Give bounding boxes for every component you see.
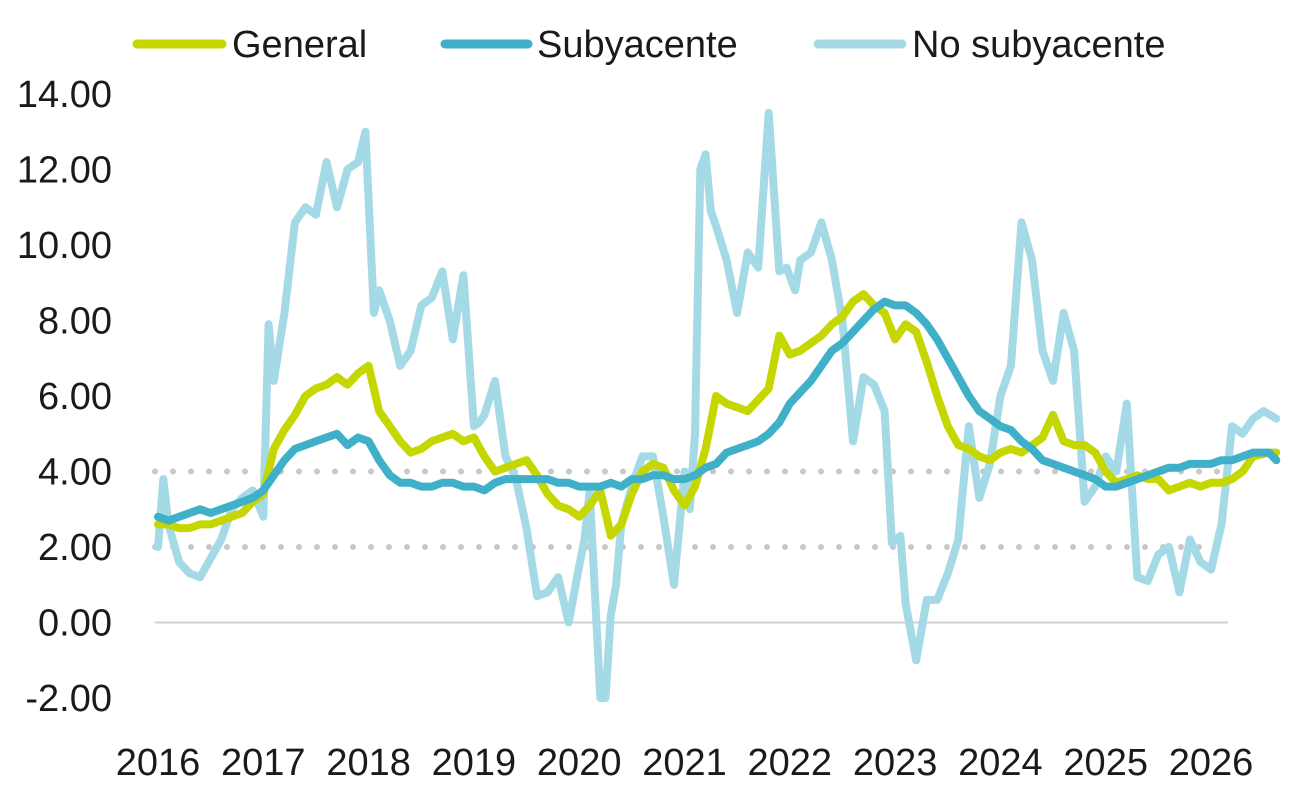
x-tick-label: 2018 bbox=[326, 742, 411, 784]
legend-label-general: General bbox=[232, 24, 367, 66]
y-tick-label: 6.00 bbox=[38, 376, 112, 418]
x-tick-label: 2021 bbox=[642, 742, 727, 784]
series-line-general bbox=[154, 290, 1281, 540]
y-tick-label: 4.00 bbox=[38, 452, 112, 494]
y-tick-label: 14.00 bbox=[17, 74, 112, 116]
x-tick-label: 2020 bbox=[537, 742, 622, 784]
x-axis-tick-labels: 2016 2017 2018 2019 2020 2021 2022 2023 2024 2025… bbox=[116, 742, 1254, 784]
x-tick-label: 2026 bbox=[1169, 742, 1254, 784]
y-tick-label: -2.00 bbox=[25, 678, 112, 720]
y-axis-tick-labels: 14.00 12.00 10.00 8.00 6.00 4.00 2.00 0.00 -2.00 bbox=[17, 74, 112, 720]
x-tick-label: 2025 bbox=[1063, 742, 1148, 784]
series-line-subyacente bbox=[154, 297, 1281, 525]
legend-item-no-subyacente[interactable]: No subyacente bbox=[813, 24, 1166, 66]
x-tick-label: 2019 bbox=[432, 742, 517, 784]
y-tick-label: 0.00 bbox=[38, 603, 112, 645]
x-tick-label: 2016 bbox=[116, 742, 201, 784]
x-tick-label: 2022 bbox=[748, 742, 833, 784]
y-tick-label: 8.00 bbox=[38, 301, 112, 343]
y-tick-label: 12.00 bbox=[17, 150, 112, 192]
x-tick-label: 2023 bbox=[853, 742, 938, 784]
x-tick-label: 2024 bbox=[958, 742, 1043, 784]
y-tick-label: 2.00 bbox=[38, 527, 112, 569]
legend-item-subyacente[interactable]: Subyacente bbox=[440, 24, 738, 66]
legend-label-subyacente: Subyacente bbox=[537, 24, 738, 66]
x-tick-label: 2017 bbox=[221, 742, 306, 784]
legend-item-general[interactable]: General bbox=[132, 24, 367, 66]
reference-lines bbox=[152, 468, 1231, 624]
legend: General Subyacente No subyacente bbox=[132, 24, 1166, 66]
legend-label-no-subyacente: No subyacente bbox=[912, 24, 1166, 66]
series-line-no-subyacente bbox=[154, 108, 1281, 702]
series-lines bbox=[154, 108, 1281, 702]
y-tick-label: 10.00 bbox=[17, 225, 112, 267]
